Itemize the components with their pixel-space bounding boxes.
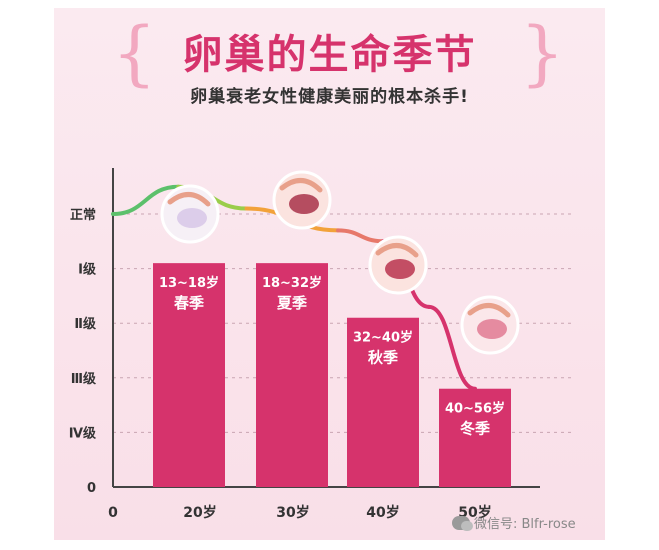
- page-subtitle: 卵巢衰老女性健康美丽的根本杀手!: [190, 87, 469, 107]
- bar: [439, 388, 511, 487]
- y-tick-label: Ⅲ级: [71, 371, 97, 387]
- ovary-healthy-icon-ovary: [177, 208, 207, 228]
- y-tick-label: Ⅰ级: [78, 262, 97, 278]
- x-tick-label: 40岁: [366, 504, 399, 521]
- bar: [347, 317, 419, 487]
- bar-age-label: 32~40岁: [353, 330, 413, 346]
- bar-season-label: 夏季: [276, 294, 307, 312]
- page-title: 卵巢的生命季节: [182, 32, 477, 78]
- curve-segment-green: [111, 184, 181, 216]
- bar-season-label: 冬季: [460, 420, 490, 438]
- y-tick-label: Ⅳ级: [69, 425, 97, 441]
- bar: [153, 263, 225, 487]
- wechat-icon: [452, 515, 473, 531]
- bar-season-label: 春季: [174, 294, 204, 312]
- bar-age-label: 18~32岁: [262, 275, 322, 291]
- bar-age-label: 13~18岁: [159, 275, 219, 291]
- bar-season-label: 秋季: [368, 349, 398, 367]
- ovary-stage1-icon-tube: [279, 178, 323, 193]
- ovary-stage2-icon-tube: [375, 243, 419, 258]
- ovary-stage1-icon-ovary: [289, 194, 319, 214]
- x-tick-label: 20岁: [183, 504, 216, 521]
- y-tick-label: 正常: [70, 207, 96, 223]
- right-brace-decoration: }: [520, 12, 565, 94]
- bar-age-label: 40~56岁: [445, 401, 505, 417]
- curve-segment-magenta-end: [427, 304, 477, 391]
- curve-segment-orange-red: [336, 228, 385, 244]
- ovary-stage3-icon-tube: [467, 303, 511, 318]
- watermark: 微信号: Blfr-rose: [452, 513, 576, 532]
- y-tick-label: Ⅱ级: [74, 316, 97, 332]
- y-tick-label: 0: [87, 481, 96, 496]
- bar: [256, 263, 328, 487]
- ovary-stage3-icon-ovary: [477, 319, 507, 339]
- ovary-healthy-icon-tube: [167, 192, 211, 207]
- x-tick-label: 30岁: [276, 504, 309, 521]
- x-tick-label: 0: [108, 505, 118, 521]
- poster-panel: [54, 8, 605, 540]
- watermark-text: 微信号: Blfr-rose: [474, 517, 576, 532]
- left-brace-decoration: {: [112, 12, 157, 94]
- ovary-stage2-icon-ovary: [385, 259, 415, 279]
